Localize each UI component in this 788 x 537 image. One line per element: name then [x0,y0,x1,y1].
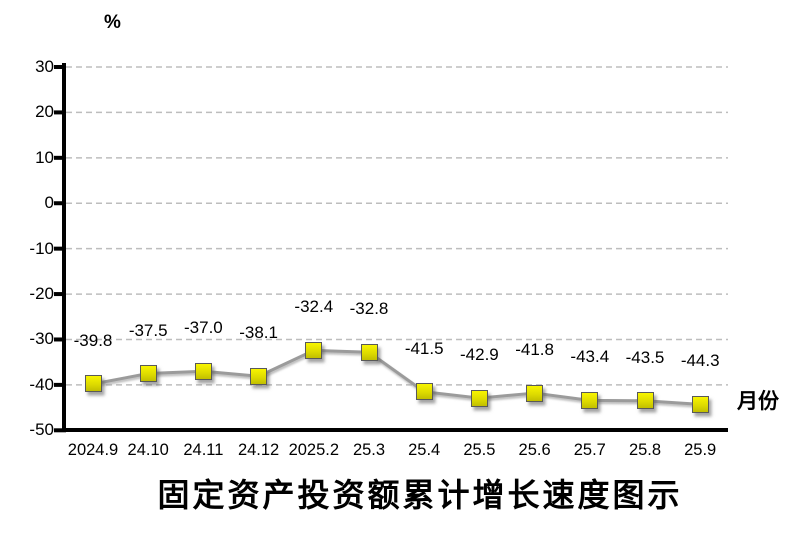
data-point-marker [139,365,157,383]
y-axis-tick [54,246,66,251]
y-axis-unit-label: % [104,12,121,33]
x-axis-tick-label: 25.8 [628,441,662,459]
y-axis-tick [54,201,66,206]
y-axis-tick [54,337,66,342]
x-axis-title: 月份 [737,389,779,413]
y-axis-tick-label: -30 [29,329,54,349]
data-point-marker [84,375,102,393]
y-axis-tick [54,382,66,387]
y-axis-tick-label: -50 [29,420,54,440]
y-axis-tick [54,292,66,297]
data-point-label: -38.1 [239,323,278,343]
data-point-label: -42.9 [460,345,499,365]
x-axis-tick-label: 2024.9 [67,441,119,459]
data-point-marker [415,383,433,401]
data-point-label: -41.8 [515,340,554,360]
y-axis-tick-label: 10 [35,147,54,167]
data-point-label: -32.8 [349,299,389,319]
y-axis-tick-label: -10 [29,238,54,258]
data-point-marker [581,391,599,409]
y-axis-tick [54,155,66,160]
y-axis-tick-label: 20 [35,102,54,122]
x-axis-tick-label: 2025.2 [288,441,340,459]
data-point-label: -41.5 [404,338,444,358]
x-axis-tick-label: 25.7 [573,441,606,459]
y-axis-tick [54,65,66,69]
data-point-marker [360,343,378,361]
y-axis-tick [54,110,66,115]
y-axis-tick-label: -40 [29,374,54,394]
data-point-marker [691,395,709,413]
x-axis-line [62,428,728,432]
data-point-label: -43.4 [570,347,610,367]
y-axis-tick-label: 30 [35,57,54,76]
x-axis-tick-label: 25.3 [352,441,386,459]
data-point-marker [194,362,212,380]
x-axis-tick-label: 25.5 [463,441,496,459]
data-point-label: -37.0 [184,318,223,338]
data-point-label: -37.5 [128,320,168,340]
data-point-marker [250,367,268,385]
data-point-label: -32.4 [294,297,334,317]
data-point-marker [526,384,544,402]
data-point-marker [305,341,323,359]
data-point-marker [636,392,654,410]
series-line [92,348,701,406]
x-axis-tick-label: 25.6 [518,441,551,459]
y-axis-tick-label: 0 [44,193,54,213]
x-axis-tick-label: 25.4 [408,441,441,459]
y-axis-line [62,63,66,432]
data-point-label: -43.5 [625,347,665,367]
x-axis-tick-label: 25.9 [684,441,717,459]
x-axis-tick-label: 24.10 [127,441,169,459]
y-axis-tick [54,428,66,433]
y-axis-tick-label: -20 [29,284,54,304]
x-axis-tick-label: 24.12 [237,441,280,459]
x-axis-tick-label: 24.11 [183,441,224,459]
data-point-label: -39.8 [73,330,113,350]
data-point-label: -44.3 [680,351,720,371]
data-point-marker [470,389,488,407]
chart-title: 固定资产投资额累计增长速度图示 [157,477,683,513]
